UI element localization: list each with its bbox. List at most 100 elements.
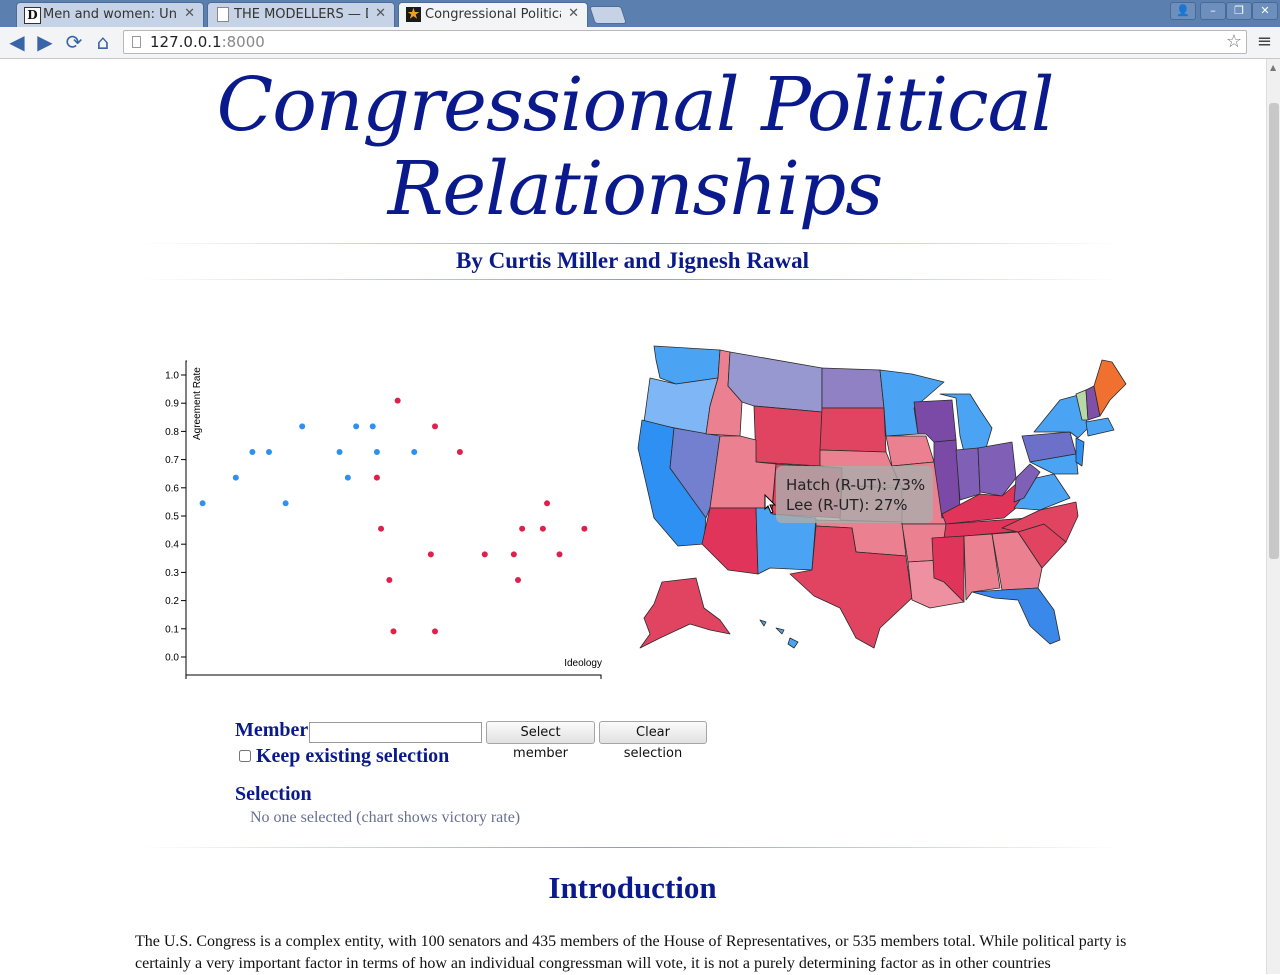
star-icon: ★ bbox=[406, 7, 421, 22]
y-axis-label: Agreement Rate bbox=[192, 367, 203, 440]
close-tab-icon[interactable]: ✕ bbox=[568, 6, 579, 21]
minimize-icon[interactable]: – bbox=[1200, 2, 1226, 20]
state-nd[interactable] bbox=[821, 367, 885, 409]
state-fl[interactable] bbox=[971, 587, 1061, 645]
state-ia[interactable] bbox=[885, 435, 935, 467]
state-wy[interactable] bbox=[753, 405, 823, 467]
y-tick-label: 0.1 bbox=[165, 624, 179, 635]
state-ga[interactable] bbox=[991, 531, 1043, 591]
browser-tab-1[interactable]: D Men and women: Unc ✕ bbox=[16, 2, 204, 27]
browser-tab-strip: D Men and women: Unc ✕ THE MODELLERS — D… bbox=[0, 0, 1280, 27]
democrat-point bbox=[353, 423, 360, 430]
byline: By Curtis Miller and Jignesh Rawal bbox=[456, 248, 809, 273]
republican-point bbox=[510, 551, 517, 558]
y-tick-label: 0.0 bbox=[165, 653, 179, 664]
republican-point bbox=[519, 525, 526, 532]
state-md[interactable] bbox=[1029, 453, 1079, 475]
address-bar[interactable]: 127.0.0.1:8000 ☆ bbox=[123, 30, 1247, 54]
forward-icon[interactable]: ▶ bbox=[37, 30, 53, 54]
democrat-point bbox=[199, 500, 206, 507]
tooltip-line-2: Lee (R-UT): 27% bbox=[786, 496, 908, 514]
divider bbox=[140, 243, 1120, 244]
browser-tab-2[interactable]: THE MODELLERS — D ✕ bbox=[207, 2, 395, 27]
url-text: 127.0.0.1:8000 bbox=[150, 33, 265, 51]
republican-point bbox=[481, 551, 488, 558]
democrat-point bbox=[232, 474, 239, 481]
state-in[interactable] bbox=[955, 447, 981, 501]
republican-point bbox=[544, 500, 551, 507]
y-tick-label: 0.5 bbox=[165, 512, 179, 523]
page-title-line-1: Congressional Political bbox=[216, 62, 1055, 148]
close-window-icon[interactable]: ✕ bbox=[1252, 2, 1278, 20]
scrollbar-thumb[interactable] bbox=[1269, 103, 1279, 559]
y-tick-label: 0.7 bbox=[165, 455, 179, 466]
republican-point bbox=[378, 525, 385, 532]
restore-icon[interactable]: ❐ bbox=[1226, 2, 1252, 20]
state-nj[interactable] bbox=[1075, 437, 1085, 467]
clear-selection-button[interactable]: Clear selection bbox=[599, 721, 707, 761]
y-tick-label: 0.4 bbox=[165, 540, 179, 551]
profile-icon[interactable]: 👤 bbox=[1170, 2, 1196, 20]
tooltip-line-1: Hatch (R-UT): 73% bbox=[786, 476, 926, 494]
page-icon bbox=[132, 36, 141, 48]
republican-point bbox=[456, 448, 463, 455]
bookmark-star-icon[interactable]: ☆ bbox=[1225, 31, 1242, 52]
selection-heading: Selection bbox=[235, 783, 312, 805]
democrat-point bbox=[373, 448, 380, 455]
close-tab-icon[interactable]: ✕ bbox=[184, 6, 195, 21]
republican-point bbox=[515, 577, 521, 584]
browser-toolbar: ◀ ▶ ⟳ ⌂ 127.0.0.1:8000 ☆ ≡ bbox=[0, 27, 1280, 59]
state-ms[interactable] bbox=[931, 535, 965, 603]
scroll-up-icon[interactable]: ▲ bbox=[1270, 63, 1277, 72]
member-label: Member: bbox=[235, 719, 315, 741]
page-icon bbox=[217, 7, 229, 22]
y-tick-label: 0.8 bbox=[165, 427, 179, 438]
page-scrollbar[interactable]: ▲ bbox=[1266, 59, 1280, 974]
reload-icon[interactable]: ⟳ bbox=[65, 30, 83, 54]
state-ak[interactable] bbox=[639, 577, 731, 649]
state-az[interactable] bbox=[701, 507, 759, 575]
state-hi[interactable] bbox=[759, 619, 799, 649]
state-ma-ri-ct[interactable] bbox=[1085, 417, 1115, 437]
us-state-map bbox=[637, 345, 1127, 649]
republican-point bbox=[556, 551, 563, 558]
agreement-scatter-chart: 0.0 0.1 0.2 0.3 0.4 0.5 0.6 0.7 0.8 0.9 1.0 Agreem… bbox=[165, 360, 602, 679]
y-tick-label: 0.3 bbox=[165, 568, 179, 579]
state-oh[interactable] bbox=[977, 441, 1017, 497]
democrat-point bbox=[369, 423, 376, 430]
republican-point bbox=[581, 525, 588, 532]
republican-point bbox=[390, 628, 397, 635]
republican-point bbox=[394, 397, 401, 404]
close-tab-icon[interactable]: ✕ bbox=[375, 6, 386, 21]
introduction-paragraph: The U.S. Congress is a complex entity, w… bbox=[135, 933, 1127, 972]
state-me[interactable] bbox=[1093, 359, 1127, 417]
democrat-point bbox=[299, 423, 306, 430]
state-al[interactable] bbox=[963, 533, 1001, 601]
republican-point bbox=[373, 474, 380, 481]
keep-selection-checkbox[interactable] bbox=[239, 750, 251, 762]
democrat-point bbox=[249, 448, 256, 455]
republican-point bbox=[427, 551, 434, 558]
divider bbox=[140, 847, 1120, 848]
browser-tab-3[interactable]: ★ Congressional Politica ✕ bbox=[398, 2, 588, 27]
x-axis-label: Ideology bbox=[564, 658, 602, 669]
republican-point bbox=[432, 628, 438, 635]
republican-point bbox=[386, 577, 393, 584]
state-wa[interactable] bbox=[653, 345, 721, 385]
menu-icon[interactable]: ≡ bbox=[1256, 31, 1272, 52]
state-sd[interactable] bbox=[819, 407, 887, 453]
back-icon[interactable]: ◀ bbox=[9, 30, 25, 54]
select-member-button[interactable]: Select member bbox=[486, 721, 595, 761]
state-nc[interactable] bbox=[1001, 501, 1079, 543]
state-wv[interactable] bbox=[1013, 463, 1041, 503]
home-icon[interactable]: ⌂ bbox=[96, 30, 110, 54]
introduction-heading: Introduction bbox=[548, 870, 717, 905]
republican-point bbox=[432, 423, 438, 430]
state-tx[interactable] bbox=[789, 525, 913, 649]
y-tick-label: 0.6 bbox=[165, 483, 179, 494]
new-tab-button[interactable] bbox=[589, 6, 627, 24]
mouse-cursor-icon bbox=[764, 494, 777, 514]
divider bbox=[140, 279, 1120, 280]
d-favicon-icon: D bbox=[24, 7, 41, 24]
member-input[interactable] bbox=[309, 722, 482, 743]
